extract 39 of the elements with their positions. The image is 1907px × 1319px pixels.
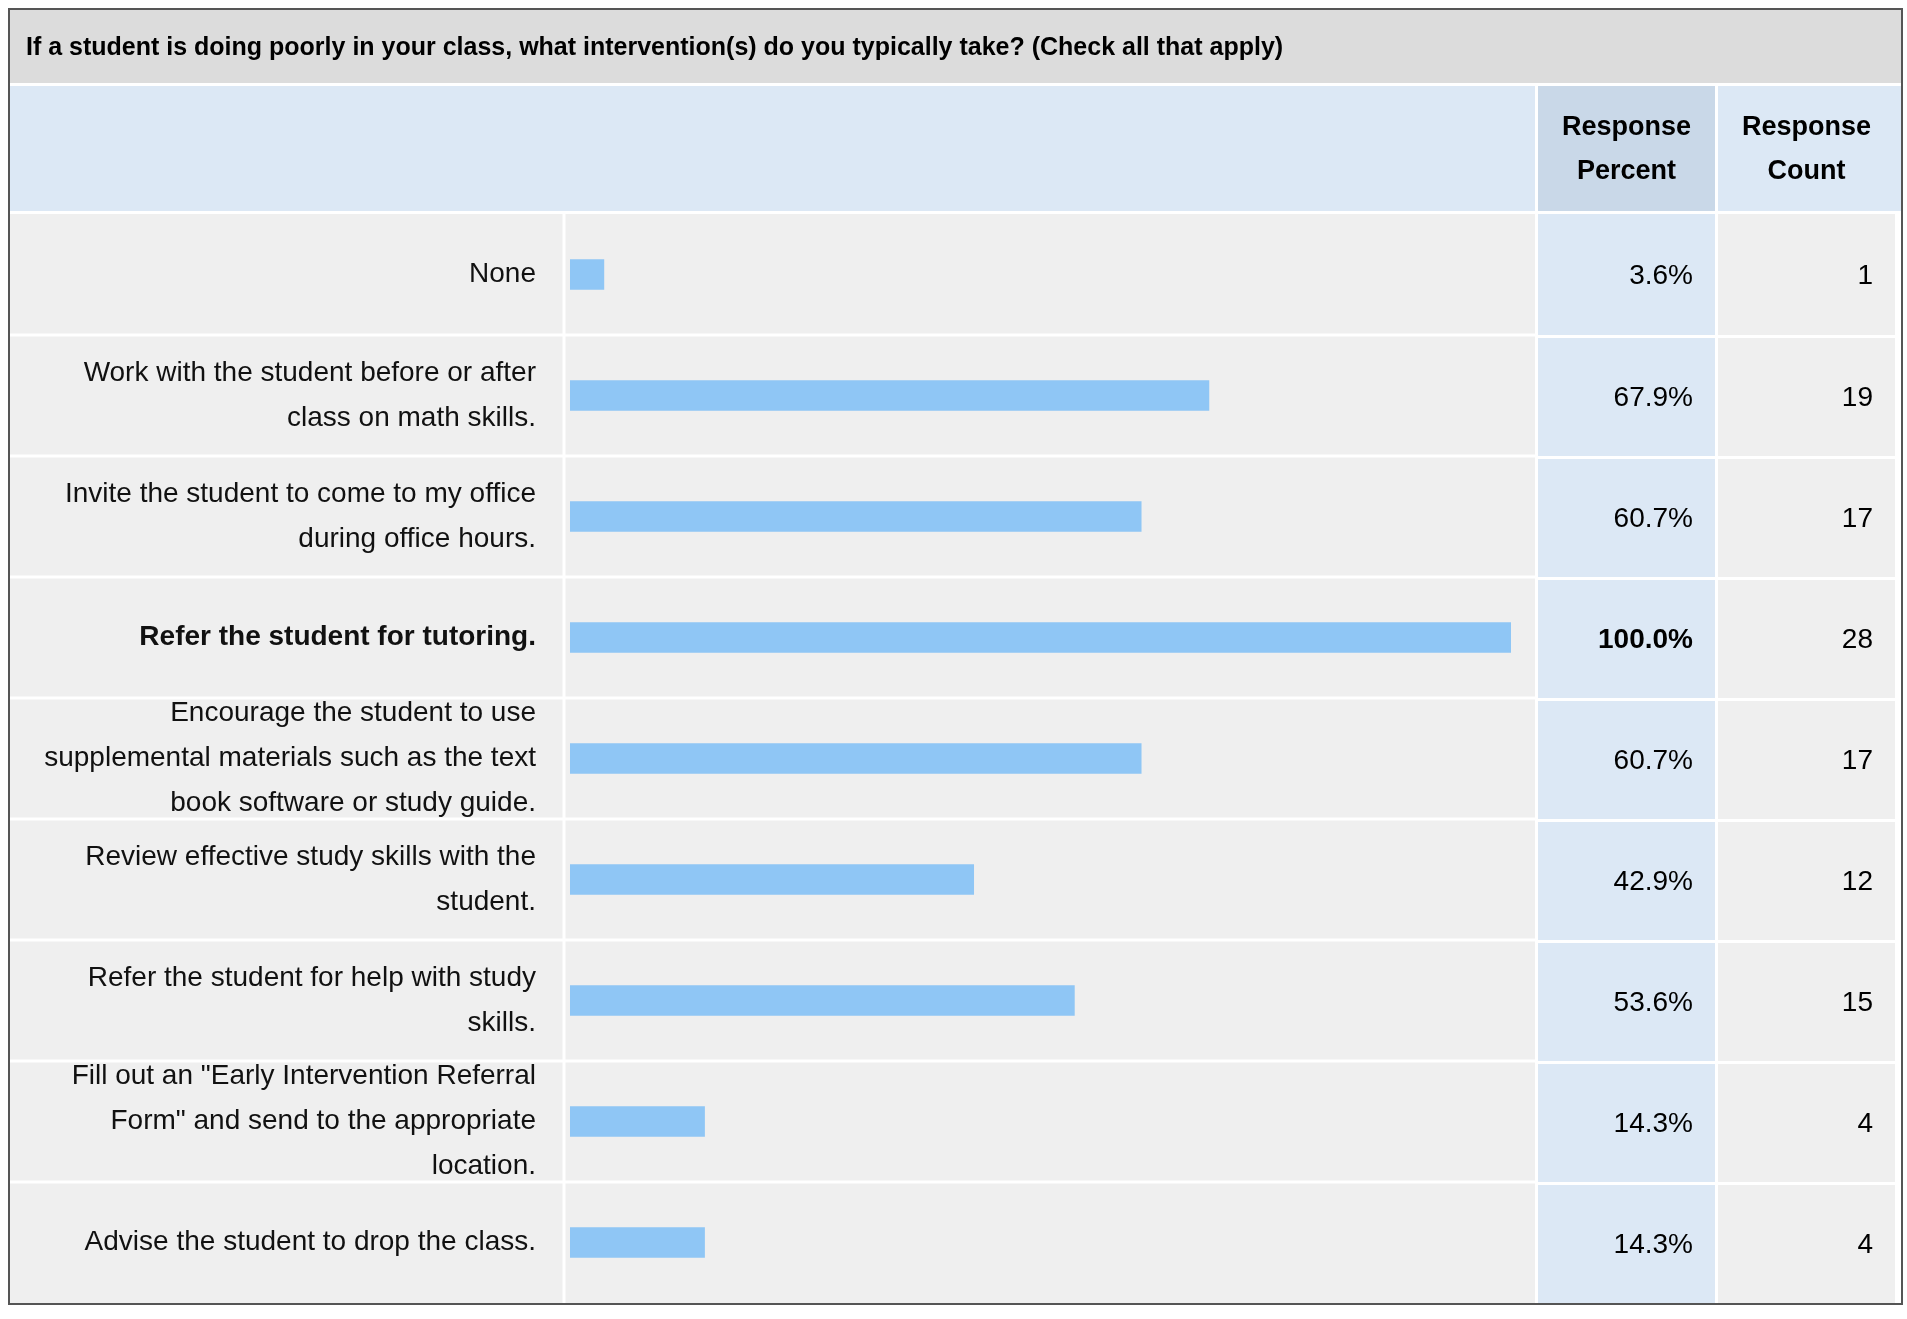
y-tick-label: None bbox=[469, 257, 536, 289]
bar bbox=[570, 864, 975, 895]
data-label: 53.6% bbox=[1538, 940, 1715, 1061]
y-tick-label: Refer the student for help with study skills. bbox=[87, 960, 536, 1037]
text: 28 bbox=[1718, 577, 1895, 698]
y-tick-label: Work with the student before or after class on math skills. bbox=[83, 355, 536, 432]
bar bbox=[570, 259, 605, 290]
bar bbox=[570, 1227, 705, 1258]
text: Response Count bbox=[1715, 86, 1895, 211]
bar bbox=[570, 622, 1511, 653]
y-tick-label: Advise the student to drop the class. bbox=[84, 1225, 536, 1257]
text: 17 bbox=[1718, 456, 1895, 577]
text: 4 bbox=[1718, 1061, 1895, 1182]
text: 19 bbox=[1718, 335, 1895, 456]
text: Response Percent bbox=[1535, 86, 1715, 211]
data-label: 42.9% bbox=[1538, 819, 1715, 940]
data-label: 60.7% bbox=[1538, 456, 1715, 577]
text: 4 bbox=[1718, 1182, 1895, 1303]
bar bbox=[570, 743, 1142, 774]
data-label: 14.3% bbox=[1538, 1182, 1715, 1303]
text: 1 bbox=[1856, 257, 1874, 292]
chart-title: If a student is doing poorly in your class, what intervention(s) do you typically take? (Check all that apply) bbox=[10, 10, 1901, 86]
y-tick-label: Invite the student to come to my office during office hours. bbox=[64, 476, 536, 553]
bar bbox=[570, 985, 1075, 1016]
bar bbox=[570, 501, 1142, 532]
data-label: 3.6% bbox=[1628, 257, 1694, 292]
y-tick-label: Refer the student for tutoring. bbox=[139, 620, 536, 652]
text: 17 bbox=[1718, 698, 1895, 819]
bar bbox=[570, 1106, 705, 1137]
y-tick-label: Encourage the student to use supplemental materials such as the text book software or study guide. bbox=[44, 696, 537, 818]
y-tick-label: Review effective study skills with the student. bbox=[85, 839, 536, 916]
text: 15 bbox=[1718, 940, 1895, 1061]
data-label: 60.7% bbox=[1538, 698, 1715, 819]
data-label: 67.9% bbox=[1538, 335, 1715, 456]
data-label: 100.0% bbox=[1538, 577, 1715, 698]
data-label: 14.3% bbox=[1538, 1061, 1715, 1182]
text: 12 bbox=[1718, 819, 1895, 940]
y-tick-label: Fill out an "Early Intervention Referral Form" and send to the appropriate location. bbox=[71, 1059, 536, 1181]
bar bbox=[570, 380, 1210, 411]
